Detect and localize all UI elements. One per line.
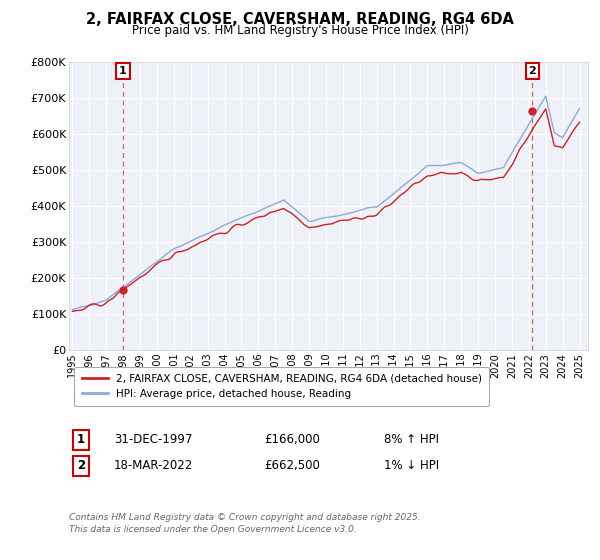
Text: £662,500: £662,500: [264, 459, 320, 473]
Text: 8% ↑ HPI: 8% ↑ HPI: [384, 433, 439, 446]
Text: 31-DEC-1997: 31-DEC-1997: [114, 433, 193, 446]
Text: 1: 1: [119, 66, 127, 76]
Text: £166,000: £166,000: [264, 433, 320, 446]
Text: Contains HM Land Registry data © Crown copyright and database right 2025.
This d: Contains HM Land Registry data © Crown c…: [69, 513, 421, 534]
Legend: 2, FAIRFAX CLOSE, CAVERSHAM, READING, RG4 6DA (detached house), HPI: Average pri: 2, FAIRFAX CLOSE, CAVERSHAM, READING, RG…: [74, 366, 489, 407]
Text: 18-MAR-2022: 18-MAR-2022: [114, 459, 193, 473]
Text: 2: 2: [77, 459, 85, 473]
Text: 2: 2: [529, 66, 536, 76]
Text: 1% ↓ HPI: 1% ↓ HPI: [384, 459, 439, 473]
Text: 1: 1: [77, 433, 85, 446]
Text: 2, FAIRFAX CLOSE, CAVERSHAM, READING, RG4 6DA: 2, FAIRFAX CLOSE, CAVERSHAM, READING, RG…: [86, 12, 514, 27]
Text: Price paid vs. HM Land Registry's House Price Index (HPI): Price paid vs. HM Land Registry's House …: [131, 24, 469, 38]
